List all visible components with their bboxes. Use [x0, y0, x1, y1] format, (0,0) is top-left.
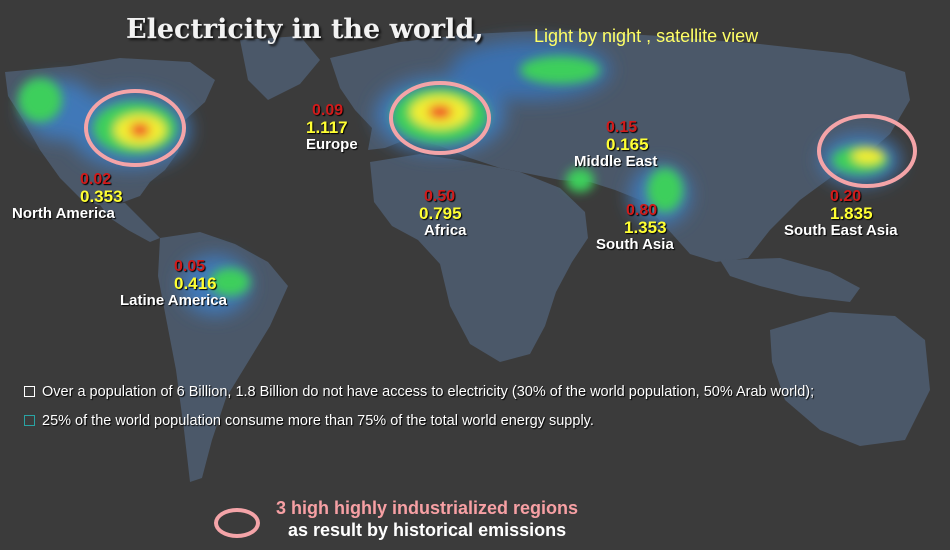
bullet-text: Over a population of 6 Billion, 1.8 Bill…	[42, 384, 815, 400]
region-red-value: 0.20	[830, 188, 862, 205]
circle-europe	[389, 81, 491, 155]
region-yellow-value: 1.353	[624, 218, 667, 237]
region-name: Latine America	[120, 292, 227, 309]
region-name: Middle East	[574, 153, 658, 170]
region-name: Europe	[306, 136, 358, 153]
region-yellow-value: 1.835	[830, 204, 873, 223]
region-red-value: 0.05	[174, 258, 206, 275]
page-title: Electricity in the world,	[126, 14, 484, 45]
region-red-value: 0.50	[424, 188, 456, 205]
region-middle-east: 0.15 0.165 Middle East	[574, 119, 657, 171]
region-south-asia: 0.80 1.353 South Asia	[596, 202, 674, 254]
circle-north-america	[84, 89, 186, 167]
region-name: Africa	[424, 222, 467, 239]
region-red-value: 0.80	[626, 202, 658, 219]
region-europe: 0.09 1.117 Europe	[306, 102, 358, 154]
legend-line-2: as result by historical emissions	[288, 520, 567, 540]
region-yellow-value: 0.416	[174, 274, 217, 293]
region-south-east-asia: 0.20 1.835 South East Asia	[784, 188, 898, 240]
circle-east-asia	[817, 114, 917, 188]
australia-land	[770, 312, 930, 446]
central-america-land	[100, 203, 160, 242]
region-north-america: 0.02 0.353 North America	[12, 171, 123, 223]
region-red-value: 0.15	[606, 119, 638, 136]
region-red-value: 0.09	[312, 102, 344, 119]
africa-land	[370, 154, 588, 362]
southeast-asia-islands-land	[720, 258, 860, 302]
bullet-item: Over a population of 6 Billion, 1.8 Bill…	[22, 382, 912, 402]
region-yellow-value: 1.117	[306, 118, 348, 137]
bullet-list: Over a population of 6 Billion, 1.8 Bill…	[22, 382, 912, 440]
greenland-land	[240, 36, 320, 100]
region-red-value: 0.02	[80, 171, 112, 188]
region-yellow-value: 0.795	[419, 204, 462, 223]
legend-line-1: 3 high highly industrialized regions	[276, 498, 579, 518]
region-africa: 0.50 0.795 Africa	[419, 188, 467, 240]
checkbox-bullet-icon	[24, 415, 35, 426]
bullet-item: 25% of the world population consume more…	[22, 411, 912, 431]
region-yellow-value: 0.165	[606, 135, 649, 154]
checkbox-bullet-icon	[24, 386, 35, 397]
legend-circle-icon	[214, 508, 260, 538]
page-subtitle: Light by night , satellite view	[534, 26, 759, 46]
region-yellow-value: 0.353	[80, 187, 123, 206]
region-name: South East Asia	[784, 222, 898, 239]
region-latin-america: 0.05 0.416 Latine America	[120, 258, 227, 310]
highlight-circles	[84, 81, 917, 188]
region-name: South Asia	[596, 236, 674, 253]
bullet-text: 25% of the world population consume more…	[42, 413, 594, 429]
region-name: North America	[12, 205, 115, 222]
